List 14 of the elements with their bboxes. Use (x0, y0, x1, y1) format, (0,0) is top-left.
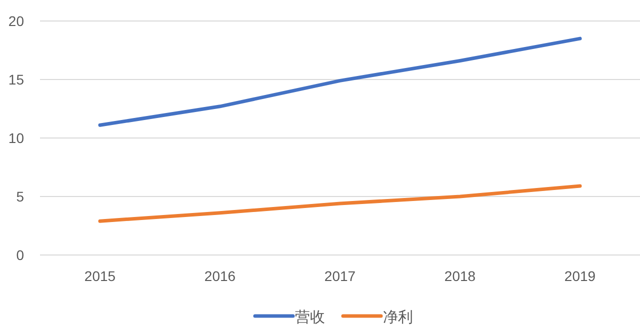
x-tick-label: 2016 (204, 268, 236, 284)
y-tick-label: 15 (8, 72, 24, 88)
y-tick-label: 5 (16, 188, 24, 204)
x-tick-label: 2017 (324, 268, 356, 284)
legend-label: 净利 (383, 309, 413, 326)
y-tick-label: 20 (8, 13, 24, 29)
line-series (98, 184, 582, 223)
line-series (98, 36, 582, 127)
x-tick-label: 2015 (84, 268, 116, 284)
legend-label: 营收 (295, 309, 325, 326)
x-tick-label: 2018 (444, 268, 476, 284)
y-tick-label: 10 (8, 130, 24, 146)
x-tick-label: 2019 (564, 268, 596, 284)
y-tick-label: 0 (16, 247, 24, 263)
